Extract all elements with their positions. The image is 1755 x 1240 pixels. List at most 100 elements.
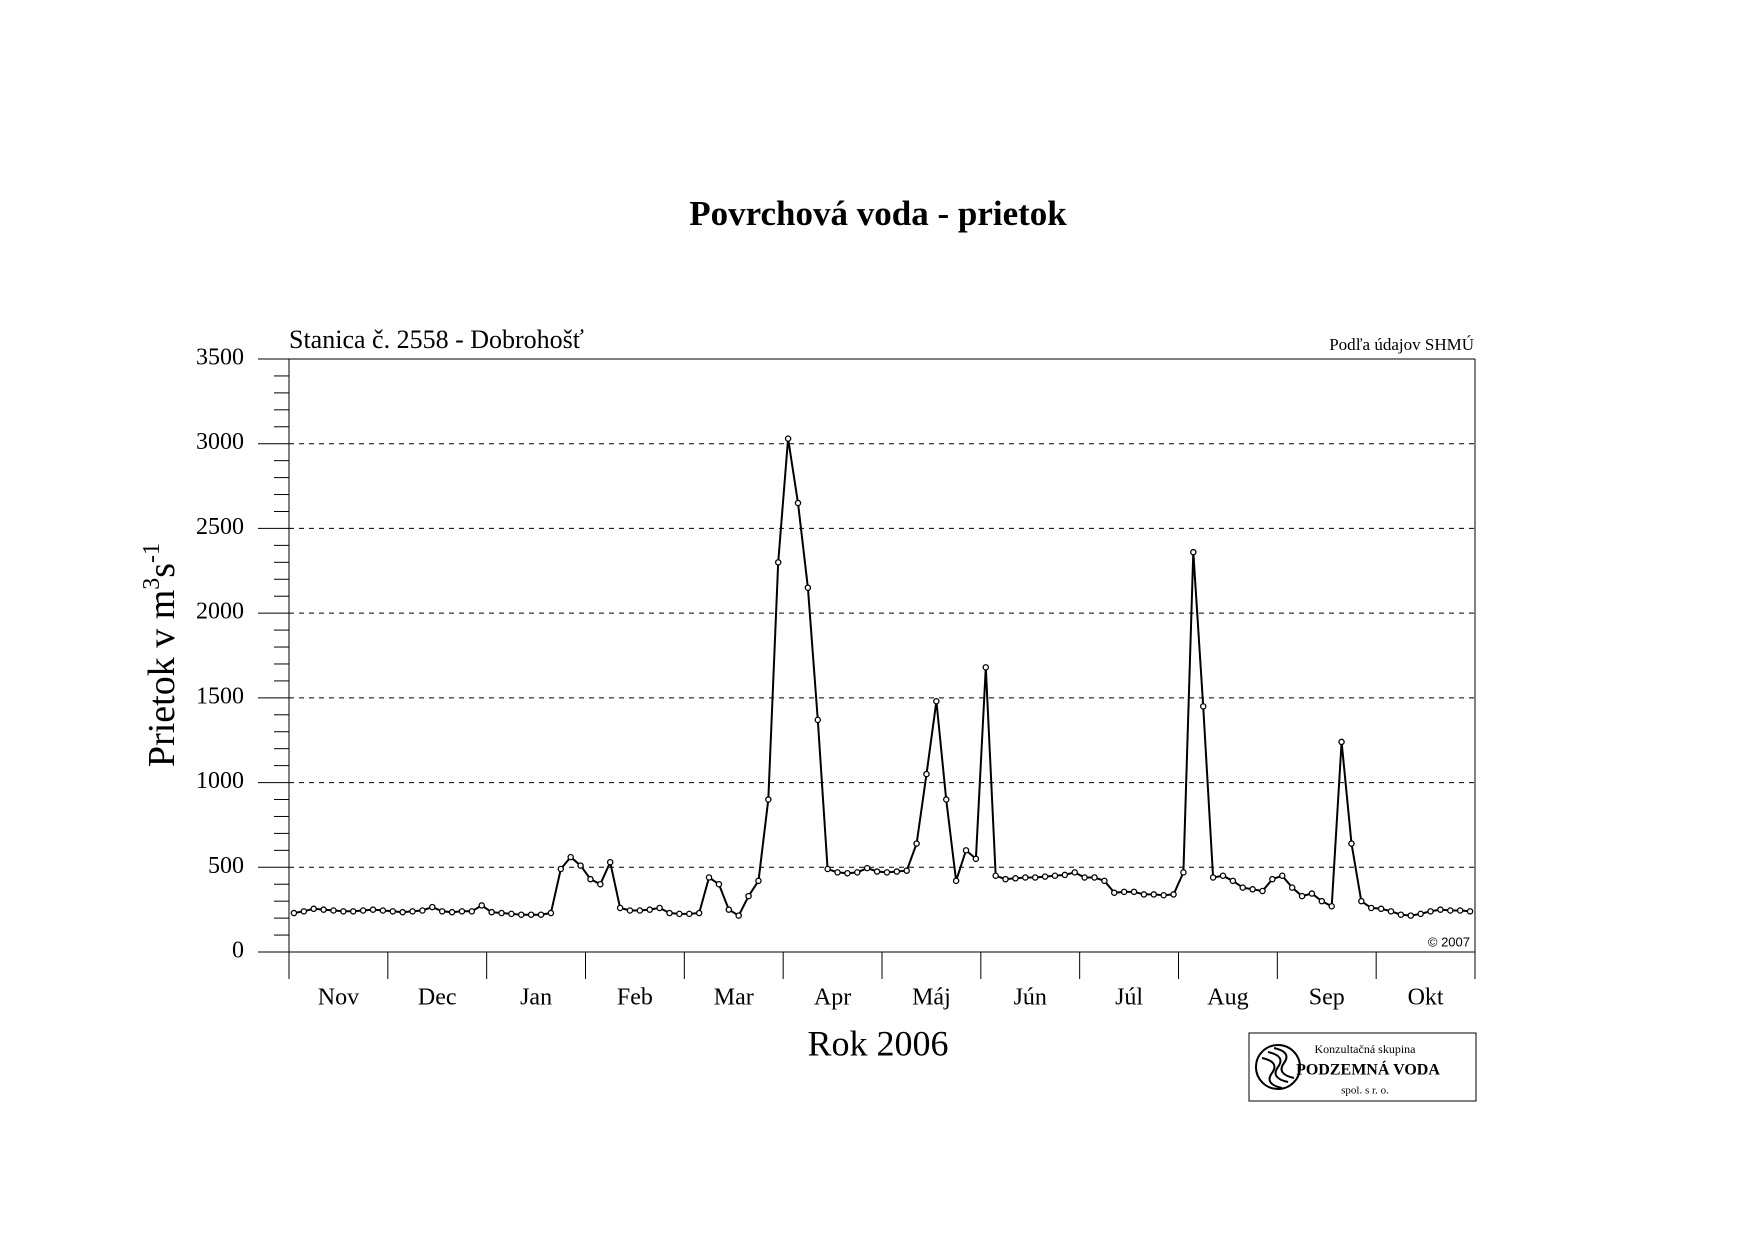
data-point: [636, 907, 644, 914]
data-point: [1199, 703, 1207, 710]
data-point: [300, 908, 308, 915]
data-point: [577, 862, 584, 869]
x-tick-label: Máj: [912, 985, 951, 1011]
data-point: [1456, 907, 1464, 914]
data-point: [1298, 892, 1306, 900]
data-point: [478, 902, 485, 909]
y-tick-label: 1000: [196, 768, 244, 794]
subtitle: Stanica č. 2558 - Dobrohošť: [289, 325, 584, 354]
data-point: [1022, 874, 1029, 881]
data-point: [686, 910, 693, 918]
logo-text: spol. s r. o.: [1341, 1085, 1389, 1097]
logo-icon: [1255, 1044, 1301, 1090]
data-point: [527, 911, 535, 918]
data-point: [458, 908, 466, 915]
data-point: [389, 908, 397, 915]
data-point: [1308, 890, 1316, 897]
y-tick-label: 1500: [196, 683, 244, 709]
data-point: [1061, 871, 1069, 879]
data-point: [942, 796, 950, 803]
data-point: [666, 909, 673, 917]
data-point: [1377, 905, 1385, 913]
data-point: [1328, 903, 1335, 910]
data-point: [1120, 888, 1128, 896]
x-tick-label: Feb: [617, 985, 653, 1011]
chart-title: Povrchová voda - prietok: [689, 194, 1067, 233]
data-point: [1269, 875, 1276, 883]
data-point: [1002, 875, 1009, 883]
data-point: [834, 869, 841, 876]
data-point: [1051, 872, 1059, 880]
data-point: [1288, 884, 1296, 891]
data-point: [656, 904, 663, 912]
y-axis-label: Prietok v m3s-1: [139, 543, 183, 767]
x-tick-label: Aug: [1207, 985, 1248, 1011]
data-point: [863, 864, 871, 872]
y-tick-label: 0: [232, 938, 244, 964]
data-point: [419, 907, 426, 914]
data-point: [1348, 840, 1355, 847]
data-point: [804, 584, 812, 591]
data-point: [1417, 910, 1424, 918]
data-point: [1012, 875, 1019, 882]
data-point: [725, 906, 733, 913]
data-point: [883, 869, 891, 876]
data-point: [715, 880, 723, 888]
y-tick-label: 500: [208, 853, 244, 879]
data-point: [349, 908, 357, 915]
x-tick-label: Jún: [1014, 985, 1047, 1011]
x-tick-label: Okt: [1408, 985, 1444, 1011]
data-point: [508, 910, 515, 918]
data-point: [844, 869, 851, 877]
data-point: [310, 905, 317, 913]
data-point: [1229, 877, 1237, 885]
data-point: [873, 868, 881, 875]
data-point: [557, 865, 565, 873]
logo-box: [1248, 1032, 1477, 1102]
data-point: [1160, 891, 1167, 899]
data-point: [735, 912, 742, 919]
data-point: [1249, 886, 1256, 893]
data-point: [1318, 897, 1326, 905]
x-tick-label: Dec: [418, 985, 457, 1011]
data-point: [1140, 891, 1148, 898]
data-point: [695, 909, 703, 917]
data-point: [676, 910, 683, 918]
data-point: [567, 853, 574, 861]
data-point: [923, 770, 930, 778]
logo: Konzultačná skupina PODZEMNÁ VODA spol. …: [1248, 1032, 1477, 1102]
data-point: [587, 875, 594, 883]
data-point: [369, 906, 377, 913]
data-point: [1091, 874, 1098, 881]
y-label-part: Prietok v m: [141, 590, 183, 767]
data-point: [1259, 887, 1266, 895]
y-tick-label: 3000: [196, 429, 244, 455]
x-axis-label: Rok 2006: [807, 1023, 948, 1063]
data-point: [1447, 907, 1454, 914]
data-point: [290, 909, 298, 917]
data-point: [1239, 884, 1246, 891]
data-point: [1180, 869, 1187, 876]
data-point: [1031, 874, 1039, 881]
data-point: [626, 907, 634, 914]
data-point: [992, 872, 999, 880]
data-point: [1407, 912, 1415, 919]
data-point: [854, 869, 861, 876]
data-point: [824, 865, 831, 873]
data-point: [765, 796, 772, 803]
data-point: [547, 909, 555, 917]
source: Podľa údajov SHMÚ: [1329, 335, 1474, 354]
data-point: [606, 858, 614, 866]
data-point: [933, 697, 940, 705]
data-point: [488, 908, 495, 916]
data-point: [903, 867, 910, 874]
data-point: [468, 908, 476, 915]
data-point: [1437, 906, 1444, 913]
data-point: [1041, 873, 1049, 880]
x-tick-label: Mar: [714, 985, 754, 1011]
data-point: [1081, 874, 1088, 881]
data-point: [498, 909, 505, 917]
y-label-sup: 3: [139, 578, 165, 590]
data-point: [952, 877, 960, 885]
